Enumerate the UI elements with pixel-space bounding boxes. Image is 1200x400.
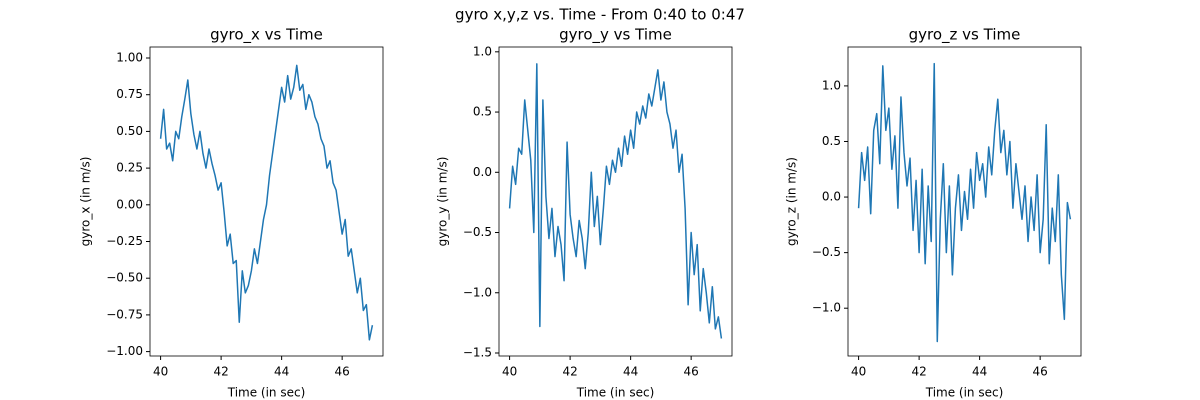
axes-frame	[498, 46, 733, 357]
y-tick-label: 0.0	[473, 165, 492, 179]
y-tick-label: −1.5	[463, 345, 492, 359]
y-tick-label: 0.0	[822, 190, 841, 204]
subplot-title: gyro_y vs Time	[559, 26, 672, 45]
data-line	[508, 63, 723, 339]
x-tick-label: 44	[972, 365, 987, 379]
x-tick-label: 42	[562, 365, 577, 379]
subplot-title: gyro_z vs Time	[909, 26, 1021, 45]
x-tick-label: 46	[1033, 365, 1048, 379]
y-tick-label: −0.25	[106, 234, 143, 248]
data-line	[159, 64, 374, 341]
x-tick-label: 40	[851, 365, 866, 379]
y-tick-label: −0.50	[106, 271, 143, 285]
x-axis-label: Time (in sec)	[925, 386, 1004, 400]
x-tick-label: 40	[153, 365, 168, 379]
y-tick-label: −1.0	[812, 301, 841, 315]
y-tick-label: 0.5	[473, 105, 492, 119]
x-tick-label: 42	[213, 365, 228, 379]
axes-frame	[149, 46, 384, 357]
x-axis-label: Time (in sec)	[227, 386, 306, 400]
figure-title: gyro x,y,z vs. Time - From 0:40 to 0:47	[455, 6, 745, 24]
y-tick-label: −1.0	[463, 285, 492, 299]
y-tick-label: −0.5	[463, 225, 492, 239]
y-axis-label: gyro_x (in m/s)	[79, 157, 93, 247]
y-axis-label: gyro_y (in m/s)	[436, 157, 450, 247]
x-axis-label: Time (in sec)	[576, 386, 655, 400]
x-tick-label: 40	[502, 365, 517, 379]
y-tick-label: 1.00	[116, 51, 143, 65]
x-tick-label: 46	[684, 365, 699, 379]
y-tick-label: 0.00	[116, 197, 143, 211]
y-tick-label: 0.75	[116, 87, 143, 101]
y-tick-label: 0.5	[822, 134, 841, 148]
axes-frame	[847, 46, 1082, 357]
y-tick-label: 0.50	[116, 124, 143, 138]
y-tick-label: −1.00	[106, 344, 143, 358]
y-tick-label: 0.25	[116, 161, 143, 175]
x-tick-label: 44	[623, 365, 638, 379]
subplot-title: gyro_x vs Time	[210, 26, 323, 45]
x-tick-label: 42	[911, 365, 926, 379]
y-tick-label: 1.0	[822, 78, 841, 92]
y-tick-label: 1.0	[473, 44, 492, 58]
x-tick-label: 44	[274, 365, 289, 379]
y-tick-label: −0.75	[106, 307, 143, 321]
y-axis-label: gyro_z (in m/s)	[785, 157, 799, 246]
x-tick-label: 46	[335, 365, 350, 379]
y-tick-label: −0.5	[812, 245, 841, 259]
data-line	[857, 62, 1072, 343]
